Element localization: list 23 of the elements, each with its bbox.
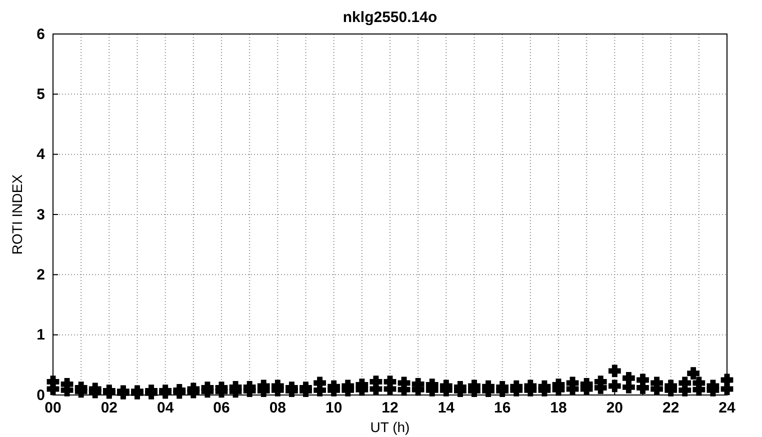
x-tick-label: 00 — [44, 400, 62, 417]
x-tick-label: 18 — [550, 400, 567, 417]
x-tick-label: 08 — [269, 400, 286, 417]
y-tick-label: 2 — [36, 266, 45, 284]
x-tick-label: 14 — [438, 400, 456, 417]
x-axis-title: UT (h) — [370, 419, 410, 435]
y-tick-label: 0 — [36, 386, 45, 404]
y-tick-label: 1 — [36, 326, 45, 344]
x-tick-label: 16 — [494, 400, 511, 417]
x-tick-label: 22 — [662, 400, 680, 417]
y-tick-label: 6 — [36, 26, 45, 43]
x-tick-label: 10 — [325, 400, 342, 417]
y-tick-label: 4 — [36, 146, 46, 164]
chart-title: nklg2550.14o — [342, 9, 438, 26]
x-tick-label: 06 — [213, 400, 230, 417]
y-axis-title: ROTI INDEX — [9, 174, 25, 255]
x-tick-label: 12 — [382, 400, 398, 417]
y-tick-label: 3 — [36, 206, 45, 224]
x-tick-label: 02 — [100, 400, 118, 417]
x-tick-label: 20 — [606, 400, 624, 417]
x-tick-label: 24 — [718, 400, 736, 417]
x-tick-label: 04 — [156, 400, 174, 417]
y-tick-label: 5 — [36, 86, 45, 103]
